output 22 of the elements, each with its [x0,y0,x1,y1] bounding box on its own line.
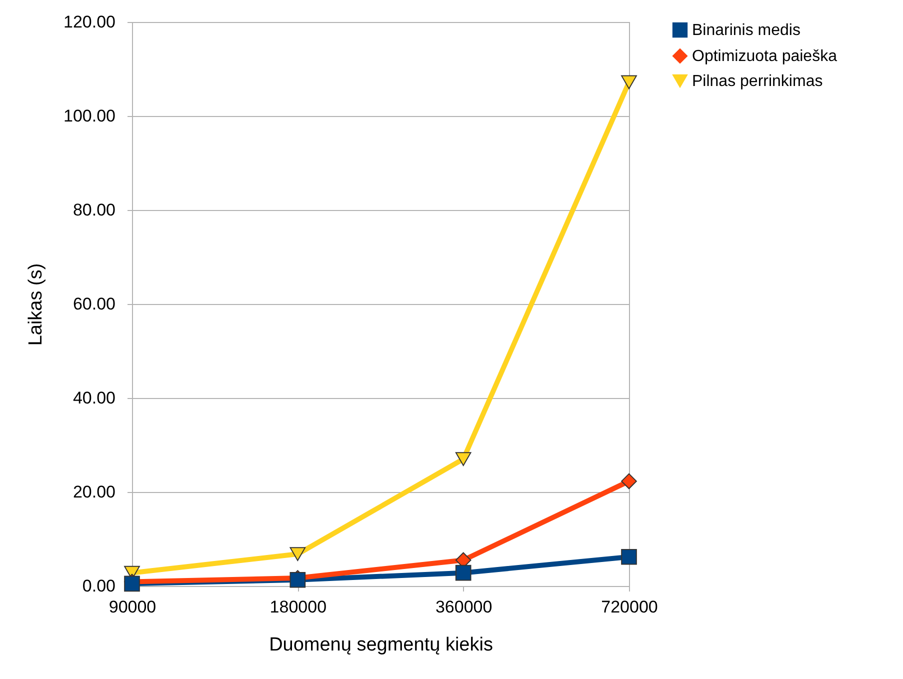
x-axis-title: Duomenų segmentų kiekis [269,634,493,656]
point [455,452,472,466]
point [455,564,472,581]
point [290,547,306,561]
y-tick-label: 60.00 [72,294,116,314]
y-tick-label: 100.00 [64,106,116,126]
point [621,548,637,565]
x-tick-label: 180000 [270,598,327,616]
legend-label: Optimizuota paieška [692,48,838,65]
y-tick-label: 120.00 [64,12,116,32]
legend-label: Pilnas perrinkimas [692,73,823,90]
point [621,75,637,90]
x-tick-label: 90000 [108,598,156,616]
legend-label: Binarinis medis [692,22,800,39]
y-axis-title: Laikas (s) [26,263,47,346]
y-tick-label: 20.00 [72,482,116,502]
point [621,473,637,490]
y-tick-label: 0.00 [82,576,116,596]
x-tick-label: 360000 [435,598,492,616]
x-tick-label: 720000 [601,598,658,616]
y-tick-label: 40.00 [72,388,116,408]
y-tick-label: 80.00 [72,200,116,220]
